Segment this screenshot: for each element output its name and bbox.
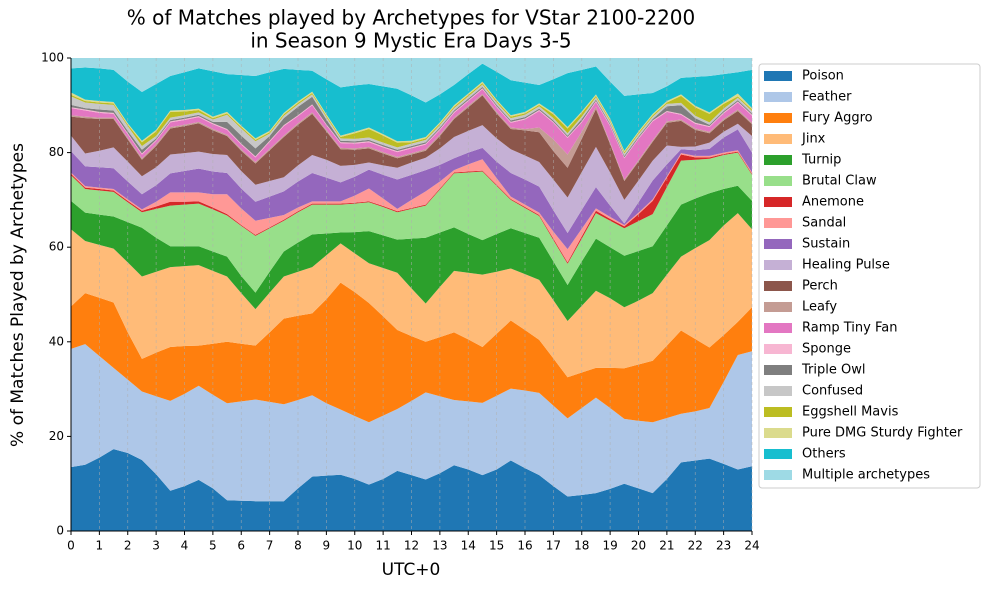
area <box>71 129 752 250</box>
legend-swatch <box>764 134 792 144</box>
area <box>71 123 752 234</box>
legend-swatch <box>764 323 792 333</box>
legend-swatch <box>764 155 792 165</box>
x-tick-label: 10 <box>347 539 362 553</box>
legend-label: Triple Owl <box>801 363 865 378</box>
legend-swatch <box>764 470 792 480</box>
legend-label: Multiple archetypes <box>802 468 930 483</box>
legend-swatch <box>764 71 792 81</box>
legend-label: Anemone <box>802 195 864 210</box>
legend-swatch <box>764 449 792 459</box>
y-tick-label: 40 <box>49 334 64 348</box>
x-tick-label: 5 <box>209 539 217 553</box>
area <box>71 86 752 158</box>
legend-swatch <box>764 302 792 312</box>
x-tick-label: 0 <box>67 539 75 553</box>
legend-swatch <box>764 92 792 102</box>
area <box>71 95 752 200</box>
chart-title: in Season 9 Mystic Era Days 3-5 <box>250 29 571 53</box>
legend-swatch <box>764 428 792 438</box>
legend-label: Eggshell Mavis <box>802 405 899 420</box>
legend-label: Turnip <box>801 153 841 168</box>
legend-swatch <box>764 407 792 417</box>
x-tick-label: 8 <box>294 539 302 553</box>
legend-label: Leafy <box>802 300 837 315</box>
x-tick-label: 24 <box>744 539 759 553</box>
x-tick-label: 4 <box>181 539 189 553</box>
x-tick-label: 3 <box>152 539 160 553</box>
legend-swatch <box>764 239 792 249</box>
legend-label: Sponge <box>802 342 851 357</box>
legend-label: Feather <box>802 90 852 105</box>
x-tick-label: 20 <box>631 539 646 553</box>
x-tick-label: 7 <box>266 539 274 553</box>
y-axis-label: % of Matches Played by Archetypes <box>8 143 28 447</box>
x-tick-label: 9 <box>323 539 331 553</box>
x-tick-label: 22 <box>688 539 703 553</box>
x-tick-label: 16 <box>517 539 532 553</box>
legend-box <box>758 63 981 489</box>
x-tick-label: 11 <box>375 539 390 553</box>
legend-label: Healing Pulse <box>802 258 890 273</box>
x-tick-label: 17 <box>546 539 561 553</box>
legend-swatch <box>764 365 792 375</box>
area <box>71 58 752 103</box>
legend-label: Fury Aggro <box>802 111 873 126</box>
x-tick-label: 19 <box>602 539 617 553</box>
x-tick-label: 21 <box>659 539 674 553</box>
legend-swatch <box>764 218 792 228</box>
legend-swatch <box>764 344 792 354</box>
legend-swatch <box>764 113 792 123</box>
legend-swatch <box>764 281 792 291</box>
x-tick-label: 23 <box>716 539 731 553</box>
legend-swatch <box>764 197 792 207</box>
legend-label: Poison <box>802 69 844 84</box>
legend-label: Ramp Tiny Fan <box>802 321 897 336</box>
legend-label: Jinx <box>801 132 826 147</box>
x-tick-label: 2 <box>124 539 132 553</box>
x-tick-label: 6 <box>237 539 245 553</box>
legend-label: Others <box>802 447 846 462</box>
legend-label: Sandal <box>802 216 846 231</box>
x-tick-label: 18 <box>574 539 589 553</box>
legend: Poison Feather Fury Aggro Jinx Turnip Brutal … <box>758 63 981 489</box>
legend-label: Perch <box>802 279 838 294</box>
y-tick-label: 0 <box>56 524 64 538</box>
x-tick-label: 13 <box>432 539 447 553</box>
axes: 0 1 2 3 4 5 6 7 8 9 10 11 12 13 14 15 16 17 18 19 20 21 22 23 24… <box>41 51 760 553</box>
legend-label: Sustain <box>802 237 850 252</box>
x-tick-label: 12 <box>404 539 419 553</box>
legend-swatch <box>764 386 792 396</box>
x-tick-label: 15 <box>489 539 504 553</box>
y-tick-label: 80 <box>49 145 64 159</box>
x-tick-label: 1 <box>96 539 104 553</box>
x-tick-label: 14 <box>461 539 476 553</box>
x-axis-label: UTC+0 <box>382 560 441 580</box>
y-tick-label: 60 <box>49 240 64 254</box>
y-tick-label: 20 <box>49 429 64 443</box>
y-tick-label: 100 <box>41 51 64 65</box>
legend-label: Brutal Claw <box>802 174 877 189</box>
legend-swatch <box>764 176 792 186</box>
legend-label: Pure DMG Sturdy Fighter <box>802 426 963 441</box>
legend-label: Confused <box>802 384 863 399</box>
chart-title: % of Matches played by Archetypes for VS… <box>127 6 696 30</box>
legend-swatch <box>764 260 792 270</box>
